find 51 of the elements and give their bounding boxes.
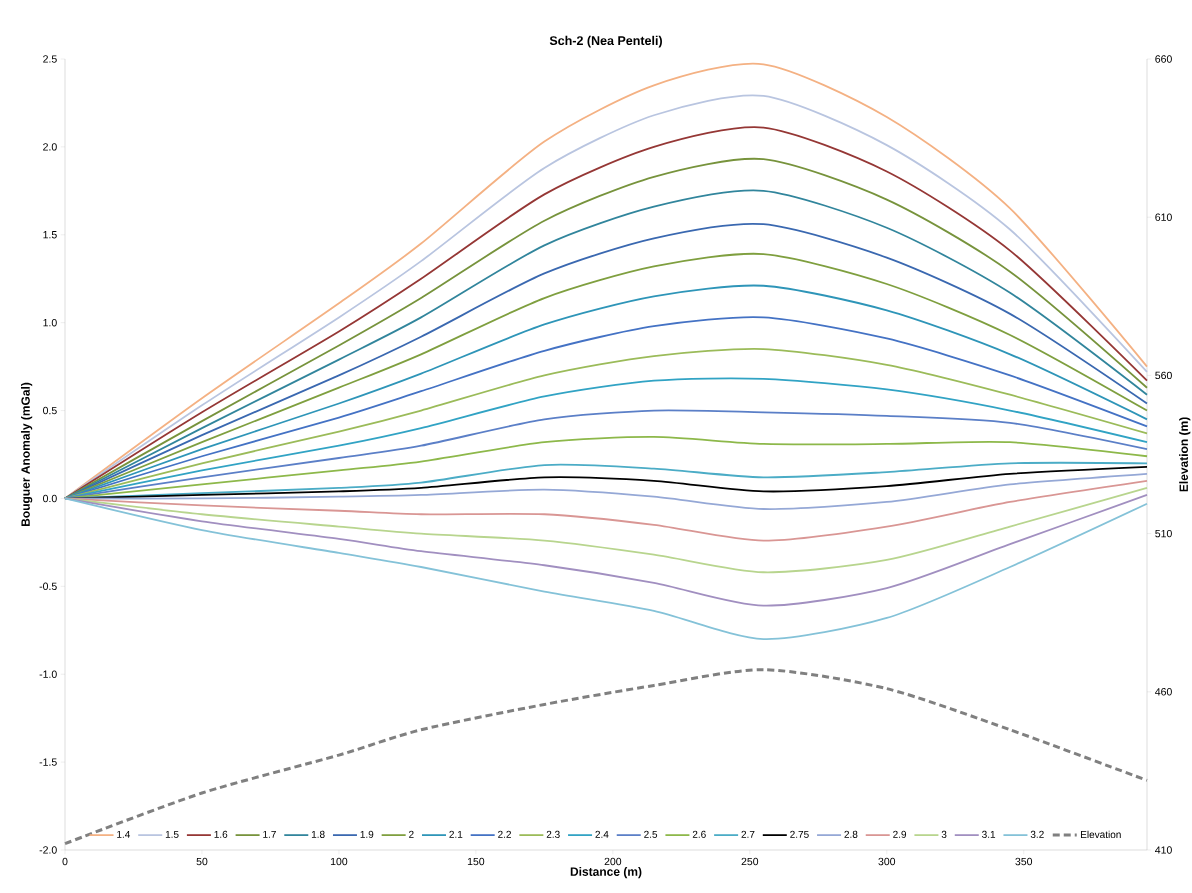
y-tick-label: 1.0 bbox=[43, 318, 57, 327]
y-tick-label: -1.5 bbox=[39, 758, 57, 766]
y-tick-label: 0.5 bbox=[43, 406, 57, 415]
legend-label: 2.8 bbox=[844, 830, 858, 838]
y2-axis-title: Elevation (m) bbox=[1179, 417, 1191, 492]
x-axis-title: Distance (m) bbox=[570, 867, 642, 879]
y-tick-label: -0.5 bbox=[39, 582, 57, 591]
y-tick-label: -1.0 bbox=[39, 670, 57, 678]
x-tick-label: 150 bbox=[467, 857, 485, 866]
x-tick-label: 100 bbox=[330, 857, 348, 866]
chart-title: Sch-2 (Nea Penteli) bbox=[549, 35, 662, 48]
x-tick-label: 0 bbox=[62, 857, 68, 866]
y-tick-label: 2.5 bbox=[43, 55, 57, 63]
legend-label: 2.9 bbox=[893, 830, 907, 838]
legend-label: 2.1 bbox=[449, 830, 463, 838]
y-axis-title: Bouguer Anomaly (mGal) bbox=[21, 382, 33, 527]
legend-label: 1.8 bbox=[311, 830, 325, 838]
legend-label: 2.5 bbox=[644, 830, 658, 838]
legend-label: 1.6 bbox=[214, 830, 228, 838]
x-tick-label: 50 bbox=[196, 857, 208, 866]
x-tick-label: 200 bbox=[604, 857, 622, 866]
y2-tick-label: 610 bbox=[1155, 213, 1172, 221]
x-tick-label: 350 bbox=[1015, 857, 1033, 866]
line-series bbox=[63, 668, 1149, 846]
y-tick-label: -2.0 bbox=[39, 846, 57, 854]
legend-label: 1.4 bbox=[117, 830, 131, 838]
line-series bbox=[64, 497, 1148, 640]
y2-tick-label: 560 bbox=[1155, 371, 1172, 380]
legend-label: Elevation bbox=[1081, 830, 1121, 839]
y2-tick-label: 510 bbox=[1155, 529, 1172, 538]
y-tick-label: 0.0 bbox=[43, 494, 57, 503]
legend-label: 2.4 bbox=[595, 830, 609, 838]
y2-tick-label: 410 bbox=[1155, 846, 1172, 854]
legend-label: 1.5 bbox=[165, 830, 179, 838]
legend-label: 2.3 bbox=[546, 830, 560, 838]
legend-label: 1.9 bbox=[360, 830, 374, 838]
x-tick-label: 300 bbox=[878, 857, 896, 866]
y-tick-label: 2.0 bbox=[43, 143, 57, 151]
legend-label: 2.75 bbox=[790, 830, 809, 838]
legend-label: 3.2 bbox=[1030, 830, 1044, 838]
legend-label: 2.7 bbox=[741, 830, 755, 838]
legend-label: 3.1 bbox=[982, 830, 996, 838]
legend-label: 1.7 bbox=[263, 830, 276, 838]
x-tick-label: 250 bbox=[741, 857, 759, 866]
y-tick-label: 1.5 bbox=[43, 231, 57, 239]
legend-label: 2.2 bbox=[498, 830, 511, 838]
legend-label: 2 bbox=[409, 830, 414, 838]
legend-label: 3 bbox=[941, 830, 947, 838]
y2-tick-label: 660 bbox=[1155, 55, 1172, 63]
y2-tick-label: 460 bbox=[1155, 688, 1172, 696]
legend-label: 2.6 bbox=[692, 830, 706, 838]
